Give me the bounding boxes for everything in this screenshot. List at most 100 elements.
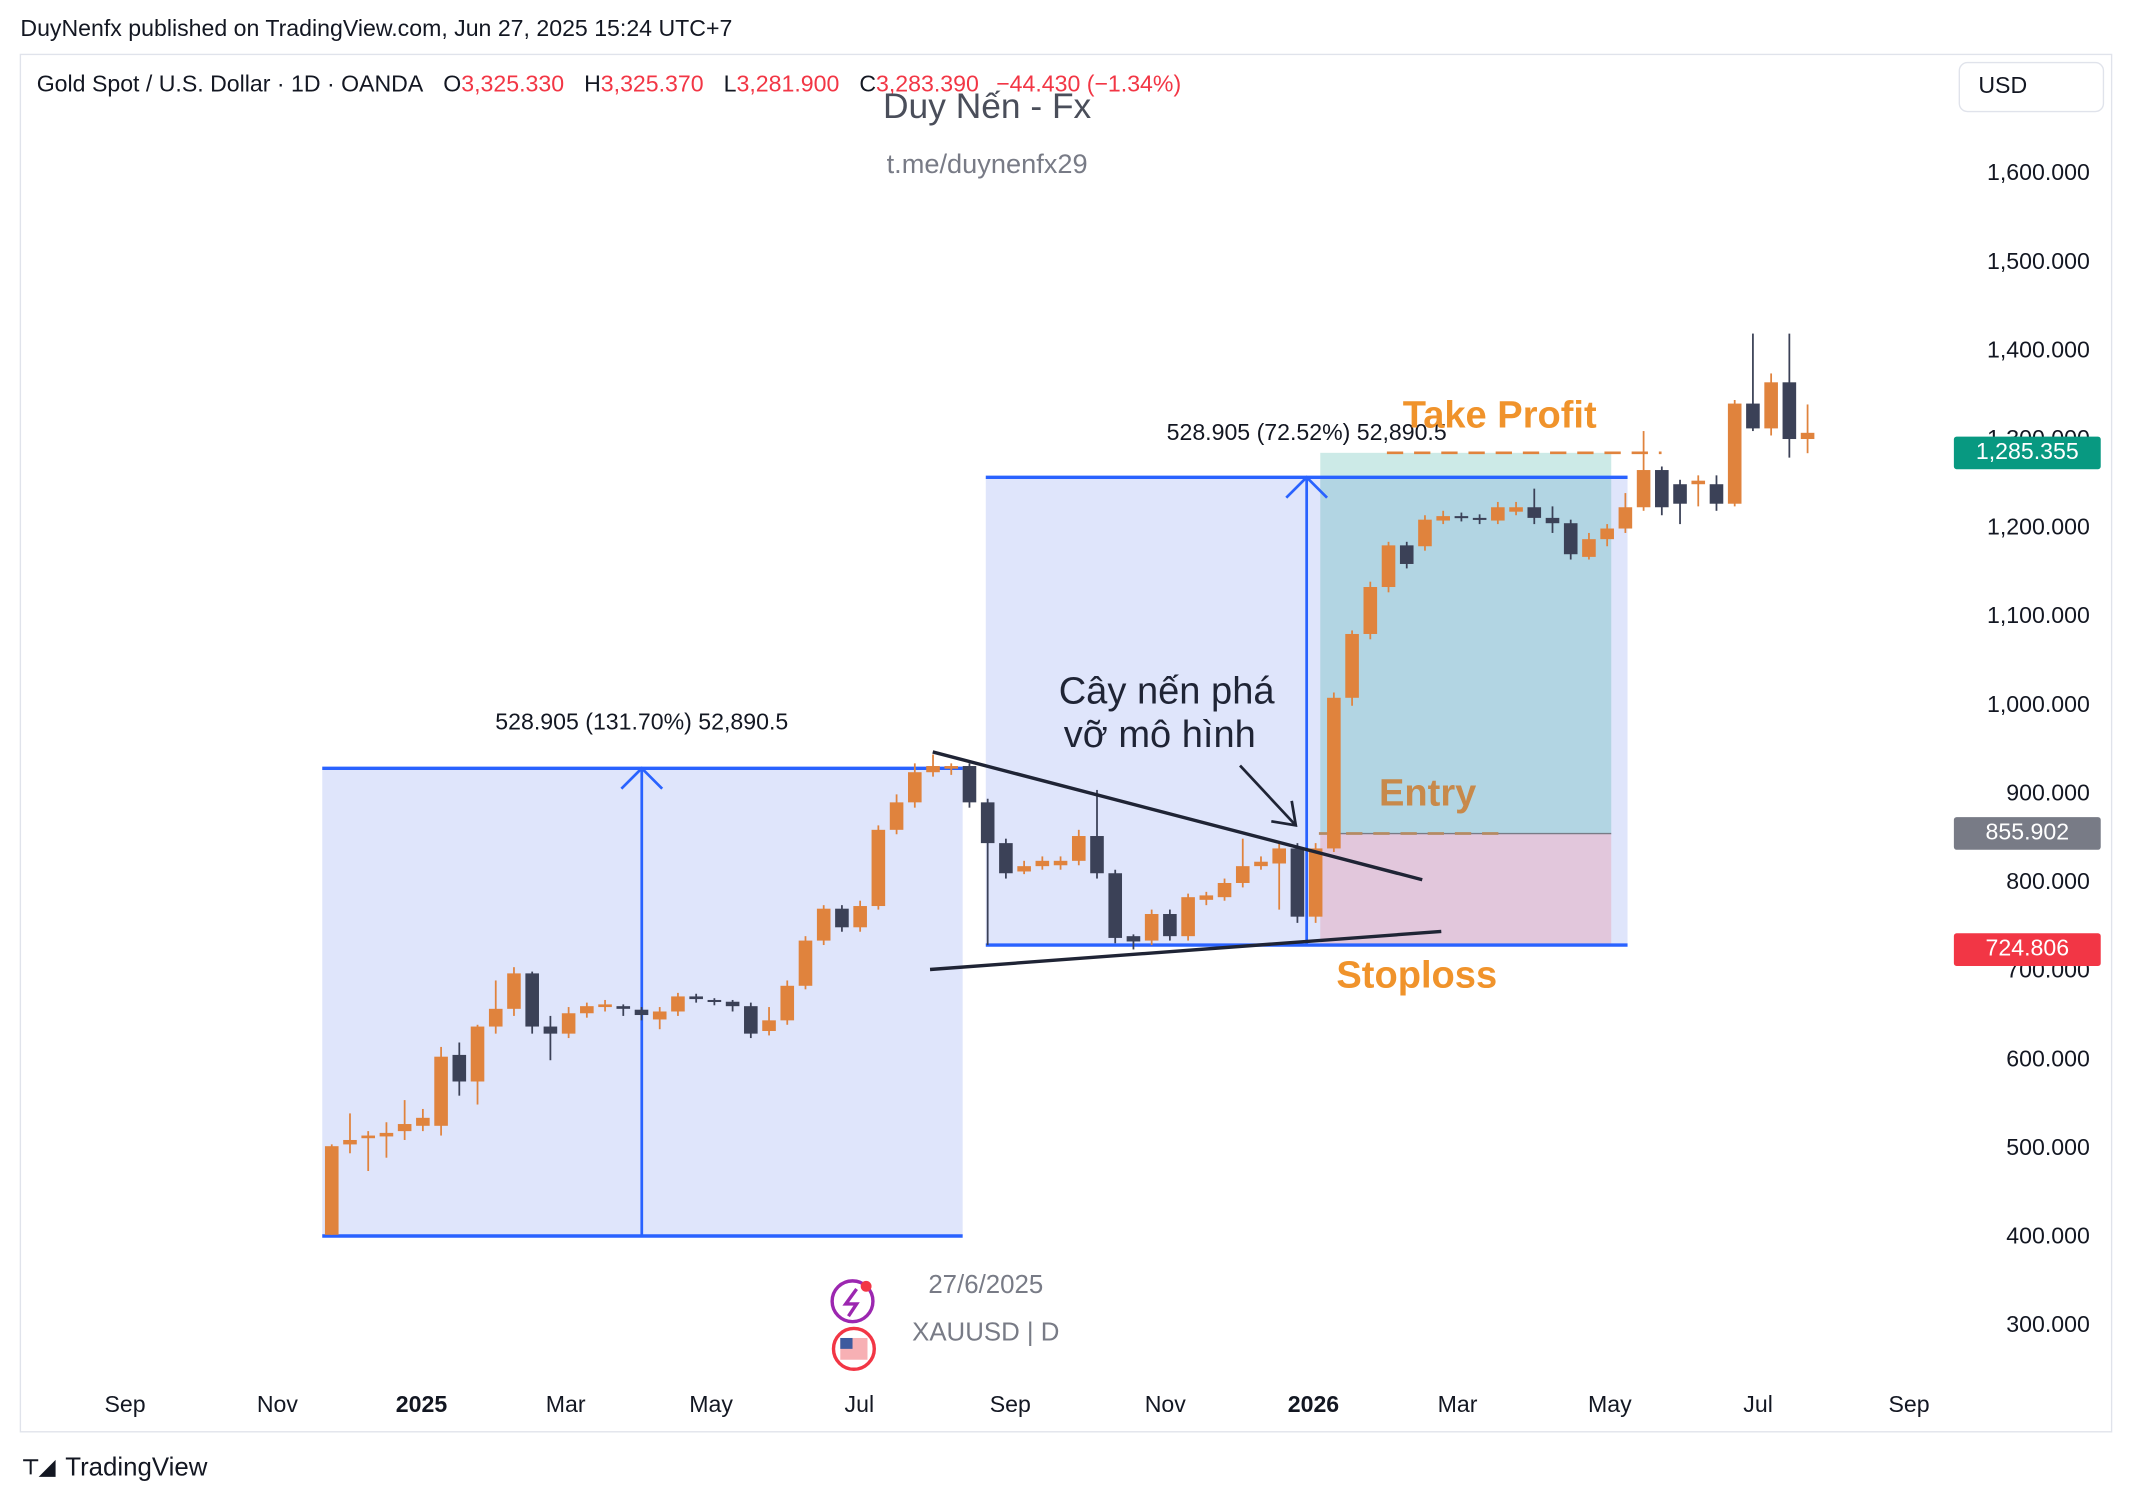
currency[interactable]: USD bbox=[1978, 72, 2027, 98]
candle-body bbox=[1491, 507, 1505, 521]
symbol: Gold Spot / U.S. Dollar · 1D · OANDA bbox=[37, 71, 424, 97]
candle-body bbox=[1454, 516, 1469, 519]
lightning-icon bbox=[830, 1279, 875, 1324]
candle-body bbox=[1399, 545, 1414, 564]
y-tick-label: 1,400.000 bbox=[1987, 336, 2090, 362]
candle-body bbox=[1235, 866, 1250, 883]
y-tick-label: 400.000 bbox=[2006, 1223, 2090, 1249]
measure-label: 528.905 (131.70%) 52,890.5 bbox=[495, 709, 788, 735]
flag-canton bbox=[840, 1337, 853, 1349]
candle-body bbox=[452, 1054, 467, 1082]
candle-body bbox=[1181, 897, 1195, 937]
candle-body bbox=[616, 1006, 631, 1009]
candle-body bbox=[397, 1124, 412, 1132]
candle-body bbox=[416, 1117, 430, 1126]
y-tick-label: 1,600.000 bbox=[1987, 159, 2090, 185]
candle-body bbox=[652, 1011, 667, 1020]
candle-body bbox=[1563, 523, 1578, 555]
x-tick-label: May bbox=[689, 1391, 733, 1417]
x-tick-label: Nov bbox=[1145, 1391, 1187, 1417]
candle-body bbox=[1090, 836, 1104, 874]
candle-body bbox=[1655, 470, 1669, 508]
candle-body bbox=[798, 940, 813, 986]
candle-body bbox=[835, 908, 849, 928]
x-tick-label: Mar bbox=[546, 1391, 586, 1417]
y-tick-label: 800.000 bbox=[2006, 868, 2090, 894]
candle-body bbox=[379, 1132, 394, 1137]
candle-body bbox=[980, 802, 995, 844]
candle-body bbox=[1327, 697, 1341, 849]
price-tag bbox=[1953, 817, 2101, 850]
candle-body bbox=[507, 973, 521, 1009]
x-tick-label: Jul bbox=[1743, 1391, 1773, 1417]
candle-body bbox=[1126, 936, 1141, 942]
candle-body bbox=[434, 1056, 448, 1126]
chart-frame bbox=[19, 53, 2113, 1433]
y-tick-label: 1,000.000 bbox=[1987, 691, 2090, 717]
price-tag-label: 855.902 bbox=[1986, 819, 2070, 845]
x-tick-label: 2025 bbox=[396, 1391, 448, 1417]
footer-symbol: XAUUSD | D bbox=[912, 1319, 1059, 1347]
ohlc-value: 3,325.370 bbox=[601, 71, 704, 97]
candle-body bbox=[707, 999, 722, 1003]
branding: TradingView bbox=[65, 1453, 207, 1481]
candle-body bbox=[543, 1026, 558, 1034]
x-tick-label: 2026 bbox=[1288, 1391, 1340, 1417]
candle-body bbox=[1363, 587, 1378, 634]
candle-body bbox=[1108, 873, 1123, 938]
y-tick-label: 1,200.000 bbox=[1987, 514, 2090, 540]
candle-body bbox=[780, 985, 795, 1021]
candles bbox=[324, 333, 1815, 1235]
x-tick-label: May bbox=[1588, 1391, 1632, 1417]
y-tick-label: 1,500.000 bbox=[1987, 248, 2090, 274]
measure-label: 528.905 (72.52%) 52,890.5 bbox=[1167, 419, 1447, 445]
candle-body bbox=[1436, 516, 1450, 521]
candle-body bbox=[1709, 484, 1724, 504]
logo-mark: ⊤◢ bbox=[22, 1457, 56, 1479]
footer-date: 27/6/2025 bbox=[928, 1271, 1043, 1299]
arrow-head bbox=[1285, 475, 1329, 499]
candle-body bbox=[1017, 866, 1031, 872]
candle-body bbox=[1071, 836, 1086, 861]
candle-body bbox=[1673, 484, 1687, 504]
candle-body bbox=[1144, 914, 1159, 941]
change: −44.430 (−1.34%) bbox=[996, 71, 1181, 97]
candle-body bbox=[1418, 519, 1432, 547]
candle-body bbox=[999, 843, 1013, 874]
candle-body bbox=[561, 1013, 576, 1034]
currency-button[interactable] bbox=[1958, 61, 2105, 113]
price-tag bbox=[1953, 436, 2101, 470]
candle-body bbox=[634, 1009, 649, 1016]
measure-box-1 bbox=[322, 766, 963, 1238]
candle-body bbox=[1691, 480, 1706, 485]
notification-dot bbox=[860, 1280, 872, 1292]
candle-body bbox=[1217, 882, 1232, 898]
candle-body bbox=[744, 1006, 758, 1034]
entry-label: Entry bbox=[1379, 773, 1476, 815]
candle-body bbox=[1381, 545, 1396, 588]
ohlc-key: C bbox=[859, 71, 876, 97]
lightning-bolt bbox=[842, 1288, 860, 1318]
watermark-title: Duy Nến - Fx bbox=[883, 87, 1092, 126]
candle-body bbox=[1782, 382, 1797, 440]
candle-body bbox=[580, 1006, 594, 1014]
y-tick-label: 1,100.000 bbox=[1987, 602, 2090, 628]
x-tick-label: Jul bbox=[845, 1391, 875, 1417]
stoploss-label: Stoploss bbox=[1336, 955, 1497, 997]
candle-body bbox=[1545, 517, 1560, 524]
y-tick-label: 500.000 bbox=[2006, 1134, 2090, 1160]
candle-body bbox=[871, 829, 886, 907]
measure-box-2 bbox=[985, 451, 1662, 947]
candle-body bbox=[1800, 432, 1815, 440]
candle-body bbox=[1199, 895, 1214, 900]
candle-body bbox=[343, 1139, 357, 1145]
ohlc-key: H bbox=[584, 71, 601, 97]
candle-body bbox=[1035, 860, 1050, 867]
pointer-arrow bbox=[1239, 764, 1297, 827]
ohlc-key: O bbox=[443, 71, 461, 97]
x-tick-label: Sep bbox=[105, 1391, 146, 1417]
candle-body bbox=[962, 766, 977, 803]
candle-body bbox=[889, 802, 904, 830]
